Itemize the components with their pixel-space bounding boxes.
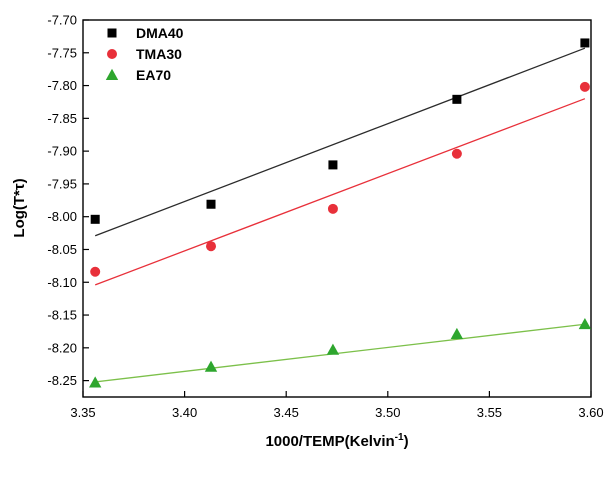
x-axis: 3.35 3.40 3.45 3.50 3.55 3.60 <box>70 391 604 420</box>
x-tick-label: 3.45 <box>274 405 299 420</box>
fit-line-ea70 <box>95 323 585 383</box>
y-tick-label: -7.95 <box>47 176 77 191</box>
legend-label-tma30: TMA30 <box>136 46 182 62</box>
y-tick-label: -7.90 <box>47 144 77 159</box>
y-tick-label: -7.75 <box>47 45 77 60</box>
data-point-ea70 <box>578 318 592 330</box>
data-point-dma40 <box>206 199 216 209</box>
data-point-tma30 <box>90 266 101 277</box>
y-axis: -7.70 -7.75 -7.80 -7.85 -7.90 -7.95 -8.00 -8.05… <box>47 13 89 388</box>
x-tick-label: 3.55 <box>477 405 502 420</box>
legend-label-dma40: DMA40 <box>136 25 184 41</box>
data-point-dma40 <box>452 94 462 104</box>
legend-marker-tma30 <box>107 49 117 59</box>
y-tick-label: -8.25 <box>47 373 77 388</box>
fit-line-dma40 <box>94 47 586 237</box>
data-point-ea70 <box>88 376 102 388</box>
y-tick-label: -8.00 <box>47 209 77 224</box>
fit-lines <box>94 47 586 383</box>
data-point-dma40 <box>328 160 338 170</box>
data-point-dma40 <box>90 214 100 224</box>
x-axis-title: 1000/TEMP(Kelvin-1) <box>265 432 408 450</box>
y-tick-label: -7.80 <box>47 78 77 93</box>
data-point-ea70 <box>450 327 464 340</box>
data-point-dma40 <box>580 38 590 48</box>
y-tick-label: -7.70 <box>47 13 77 28</box>
data-point-tma30 <box>451 148 462 159</box>
fit-line-tma30 <box>94 98 586 286</box>
data-point-ea70 <box>204 360 218 372</box>
y-tick-label: -8.10 <box>47 275 77 290</box>
legend-marker-ea70 <box>105 68 119 80</box>
y-axis-title: Log(T*τ) <box>11 178 28 237</box>
data-points <box>88 38 592 388</box>
data-point-tma30 <box>206 241 217 252</box>
y-tick-label: -8.20 <box>47 340 77 355</box>
legend-label-ea70: EA70 <box>136 67 171 83</box>
y-tick-label: -8.15 <box>47 308 77 323</box>
data-point-tma30 <box>327 203 338 214</box>
x-tick-label: 3.60 <box>578 405 603 420</box>
x-tick-label: 3.35 <box>70 405 95 420</box>
x-tick-label: 3.40 <box>172 405 197 420</box>
legend: DMA40 TMA30 EA70 <box>105 25 184 83</box>
y-tick-label: -8.05 <box>47 242 77 257</box>
data-point-ea70 <box>326 343 340 355</box>
x-tick-label: 3.50 <box>375 405 400 420</box>
y-tick-label: -7.85 <box>47 111 77 126</box>
data-point-tma30 <box>579 81 590 92</box>
legend-marker-dma40 <box>107 28 117 38</box>
plot-frame <box>82 19 592 398</box>
